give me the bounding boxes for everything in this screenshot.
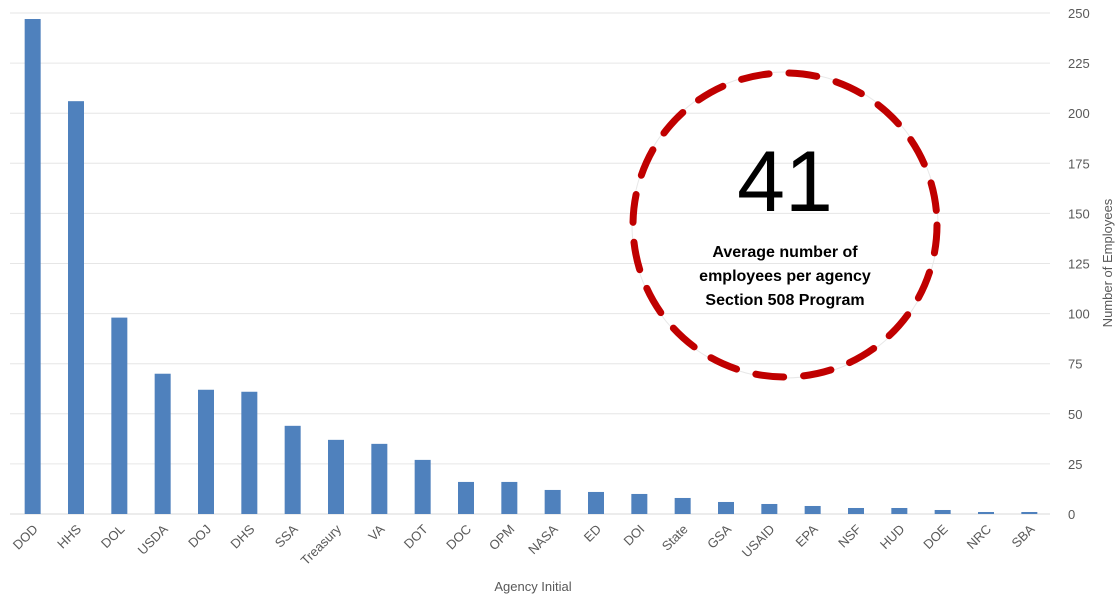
x-axis-title: Agency Initial bbox=[494, 579, 571, 594]
bar-gsa bbox=[718, 501, 734, 514]
x-tick-label: State bbox=[659, 522, 691, 554]
bar-doc bbox=[458, 481, 474, 514]
bar-doe bbox=[934, 509, 951, 514]
bar-treasury bbox=[328, 439, 344, 514]
x-tick-label: DOT bbox=[401, 521, 431, 551]
average-callout: 41 Average number of employees per agenc… bbox=[629, 69, 941, 381]
bar-usda bbox=[154, 373, 171, 514]
callout-line-1: Average number of bbox=[712, 244, 858, 261]
bar-nrc bbox=[978, 511, 994, 514]
bar-sba bbox=[1021, 511, 1038, 514]
x-tick-label: DOL bbox=[98, 522, 128, 552]
bar-hud bbox=[891, 507, 908, 514]
x-tick-label: HHS bbox=[54, 521, 84, 551]
x-tick-label: ED bbox=[581, 522, 604, 545]
y-tick-label: 250 bbox=[1068, 6, 1090, 21]
x-tick-label: Treasury bbox=[298, 521, 345, 568]
y-tick-label: 175 bbox=[1068, 156, 1090, 171]
bar-doi bbox=[631, 493, 648, 514]
x-tick-label: USAID bbox=[739, 522, 778, 561]
x-tick-label: DOE bbox=[920, 521, 951, 552]
x-tick-label: EPA bbox=[792, 521, 821, 550]
bar-state bbox=[674, 497, 691, 514]
x-tick-label: HUD bbox=[877, 522, 908, 553]
y-tick-label: 50 bbox=[1068, 407, 1082, 422]
bars bbox=[24, 19, 1038, 515]
x-tick-label: USDA bbox=[135, 521, 171, 557]
y-tick-label: 25 bbox=[1068, 457, 1082, 472]
x-tick-label: DHS bbox=[227, 521, 257, 551]
x-tick-label: SBA bbox=[1008, 521, 1037, 550]
y-tick-label: 100 bbox=[1068, 307, 1090, 322]
bar-ed bbox=[588, 491, 604, 514]
bar-epa bbox=[804, 505, 821, 514]
bar-dod bbox=[24, 19, 41, 515]
y-tick-labels: 0 25 50 75 100 125 150 175 200 225 250 bbox=[1068, 6, 1090, 522]
bar-nasa bbox=[544, 489, 561, 514]
x-tick-label: GSA bbox=[704, 521, 734, 551]
callout-line-3: Section 508 Program bbox=[705, 292, 864, 309]
bar-ssa bbox=[284, 425, 301, 514]
x-tick-label: SSA bbox=[272, 521, 301, 550]
bar-dot bbox=[414, 459, 431, 514]
bar-hhs bbox=[68, 101, 84, 515]
x-tick-label: DOJ bbox=[185, 522, 214, 551]
y-tick-label: 200 bbox=[1068, 106, 1090, 121]
bar-nsf bbox=[848, 507, 864, 514]
gridlines bbox=[10, 12, 1050, 515]
bar-doj bbox=[198, 389, 214, 514]
y-axis-title: Number of Employees bbox=[1100, 198, 1115, 327]
x-tick-label: NRC bbox=[964, 522, 995, 553]
bar-dol bbox=[111, 317, 128, 514]
y-tick-label: 125 bbox=[1068, 257, 1090, 272]
y-tick-label: 0 bbox=[1068, 507, 1075, 522]
x-tick-label: NASA bbox=[525, 521, 561, 557]
x-tick-label: DOI bbox=[620, 522, 647, 549]
x-tick-label: DOD bbox=[10, 522, 41, 553]
y-tick-label: 75 bbox=[1068, 357, 1082, 372]
x-tick-label: OPM bbox=[486, 522, 518, 554]
callout-value: 41 bbox=[737, 134, 833, 230]
x-tick-label: DOC bbox=[443, 522, 474, 553]
bar-usaid bbox=[761, 503, 778, 514]
callout-line-2: employees per agency bbox=[699, 268, 871, 285]
bar-dhs bbox=[241, 391, 258, 514]
callout-dashed-ring bbox=[629, 69, 941, 381]
x-tick-label: NSF bbox=[835, 521, 864, 550]
y-tick-label: 225 bbox=[1068, 56, 1090, 71]
bar-va bbox=[371, 443, 388, 514]
y-tick-label: 150 bbox=[1068, 206, 1090, 221]
bar-opm bbox=[501, 481, 518, 514]
x-tick-label: VA bbox=[365, 521, 387, 543]
